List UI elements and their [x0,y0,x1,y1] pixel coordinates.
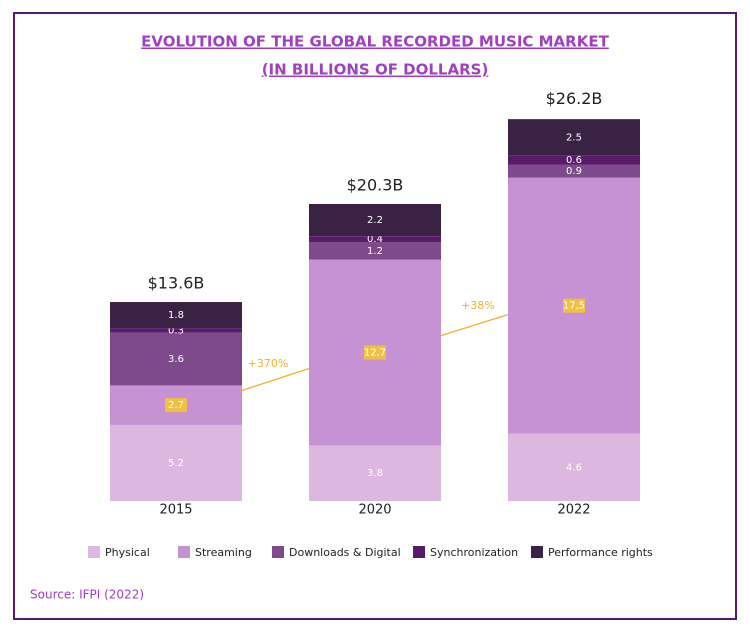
data-label: 2.2 [367,215,383,226]
legend-swatch [413,546,425,558]
data-label: 5.2 [168,458,184,469]
legend-label: Downloads & Digital [289,546,401,559]
bar-segment [309,242,441,260]
data-label: 3.6 [168,354,184,365]
legend-label: Physical [105,546,150,559]
annotation: +38% [461,299,495,312]
total-label: $26.2B [546,89,603,108]
data-label: 12.7 [364,348,386,359]
data-label: 0.9 [566,166,582,177]
data-label: 0.4 [367,234,383,245]
data-label: 0.6 [566,155,582,166]
data-label: 2.7 [168,400,184,411]
bar-segment [508,164,640,178]
legend-swatch [178,546,190,558]
bar-segment [508,433,640,501]
x-tick-label: 2020 [358,503,391,518]
data-label: 1.8 [168,310,184,321]
bar-segment [309,236,441,243]
label-box [364,345,386,360]
chart-title: EVOLUTION OF THE GLOBAL RECORDED MUSIC M… [141,33,609,51]
bar-segment [110,302,242,329]
legend-swatch [272,546,284,558]
data-label: 4.6 [566,462,582,473]
legend-swatch [88,546,100,558]
x-tick-label: 2015 [159,503,192,518]
source: Source: IFPI (2022) [30,588,144,602]
legend-label: Synchronization [430,546,518,559]
data-label: 0.3 [168,326,184,337]
bar-segment [110,328,242,333]
label-box [165,398,187,413]
bar-segment [110,332,242,386]
legend-label: Streaming [195,546,252,559]
total-label: $20.3B [347,176,404,195]
data-label: 2.5 [566,132,582,143]
bar-segment [309,445,441,501]
legend-label: Performance rights [548,546,653,559]
bar-segment [508,155,640,165]
bar-segment [309,204,441,237]
chart-subtitle: (IN BILLIONS OF DOLLARS) [262,61,489,79]
bar-segment [508,119,640,156]
data-label: 1.2 [367,246,383,257]
legend-swatch [531,546,543,558]
data-label: 3.8 [367,468,383,479]
total-label: $13.6B [148,274,205,293]
label-box [563,298,585,313]
data-label: 17,5 [563,301,585,312]
x-tick-label: 2022 [557,503,590,518]
bar-segment [110,424,242,501]
annotation: +370% [248,357,289,370]
